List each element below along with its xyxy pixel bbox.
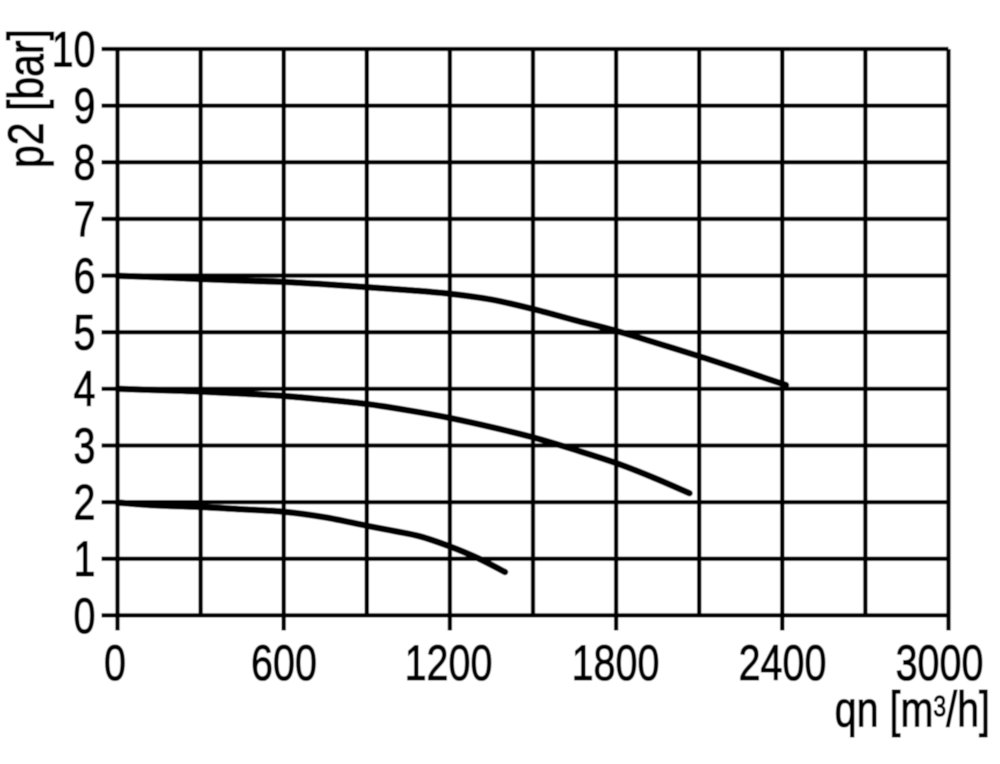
svg-text:p2 [bar]: p2 [bar] (0, 29, 54, 168)
svg-text:4: 4 (74, 361, 96, 418)
svg-text:2: 2 (74, 474, 96, 531)
svg-text:600: 600 (251, 635, 317, 692)
svg-text:6: 6 (74, 248, 96, 305)
svg-text:1800: 1800 (572, 635, 660, 692)
svg-text:qn [m3/h]: qn [m3/h] (835, 681, 990, 738)
svg-text:8: 8 (74, 134, 96, 191)
svg-text:5: 5 (74, 304, 96, 361)
svg-text:9: 9 (74, 78, 96, 135)
svg-text:3000: 3000 (896, 635, 984, 692)
svg-text:1: 1 (74, 531, 96, 588)
svg-text:1200: 1200 (405, 635, 493, 692)
svg-text:10: 10 (52, 21, 96, 78)
svg-text:0: 0 (104, 635, 126, 692)
svg-text:7: 7 (74, 191, 96, 248)
svg-text:0: 0 (74, 587, 96, 644)
svg-text:3: 3 (74, 417, 96, 474)
svg-text:2400: 2400 (739, 635, 827, 692)
